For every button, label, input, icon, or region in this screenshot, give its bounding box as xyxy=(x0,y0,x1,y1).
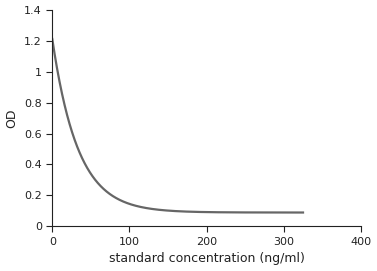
X-axis label: standard concentration (ng/ml): standard concentration (ng/ml) xyxy=(109,253,305,265)
Y-axis label: OD: OD xyxy=(6,108,18,128)
